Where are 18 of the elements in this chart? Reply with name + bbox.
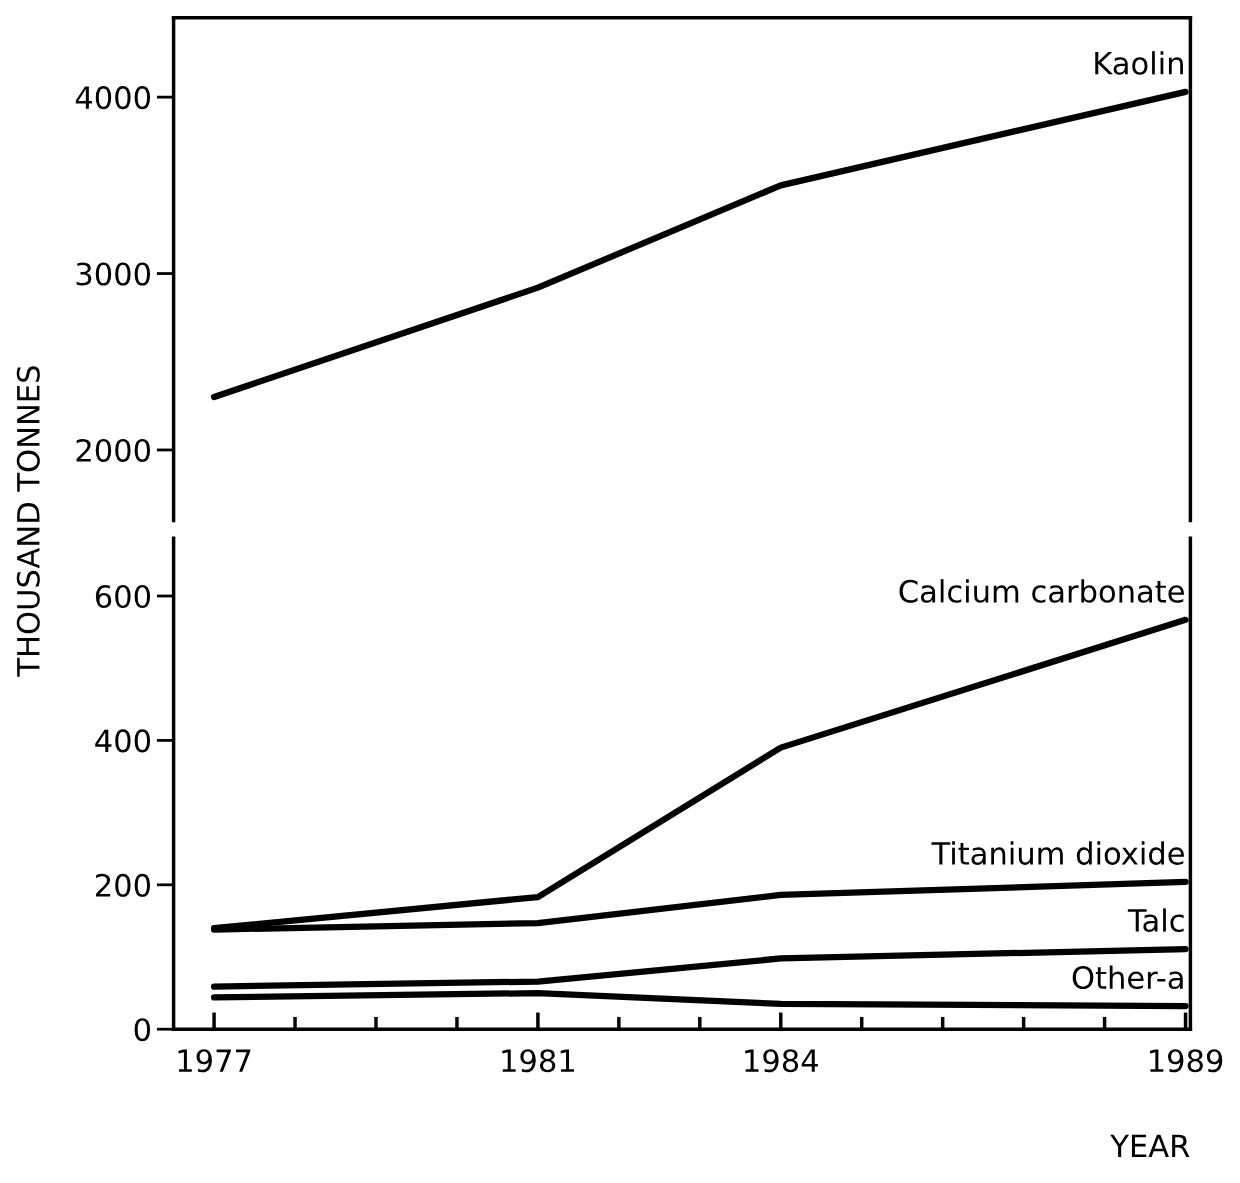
y-tick-label: 600: [95, 584, 151, 609]
y-tick-label: 4000: [75, 86, 151, 110]
y-tick-label: 200: [95, 873, 151, 897]
series-label: Talc: [1127, 908, 1184, 933]
series-label: Calcium carbonate: [899, 579, 1184, 603]
y-tick-label: 0: [134, 1018, 151, 1042]
x-tick-label: 1989: [1150, 1049, 1223, 1073]
series-label: Other-a: [1072, 965, 1183, 990]
y-tick-label: 3000: [76, 262, 151, 286]
series-label: Titanium dioxide: [931, 841, 1184, 865]
x-tick-label: 1984: [745, 1049, 818, 1073]
y-axis-title: THOUSAND TONNES: [16, 366, 40, 677]
series-label: Kaolin: [1095, 51, 1183, 75]
x-axis-title: YEAR: [1110, 1134, 1190, 1157]
y-tick-label: 2000: [76, 438, 151, 462]
x-tick-label: 1977: [178, 1049, 251, 1073]
x-tick-label: 1981: [502, 1049, 574, 1073]
y-tick-label: 400: [95, 729, 151, 753]
